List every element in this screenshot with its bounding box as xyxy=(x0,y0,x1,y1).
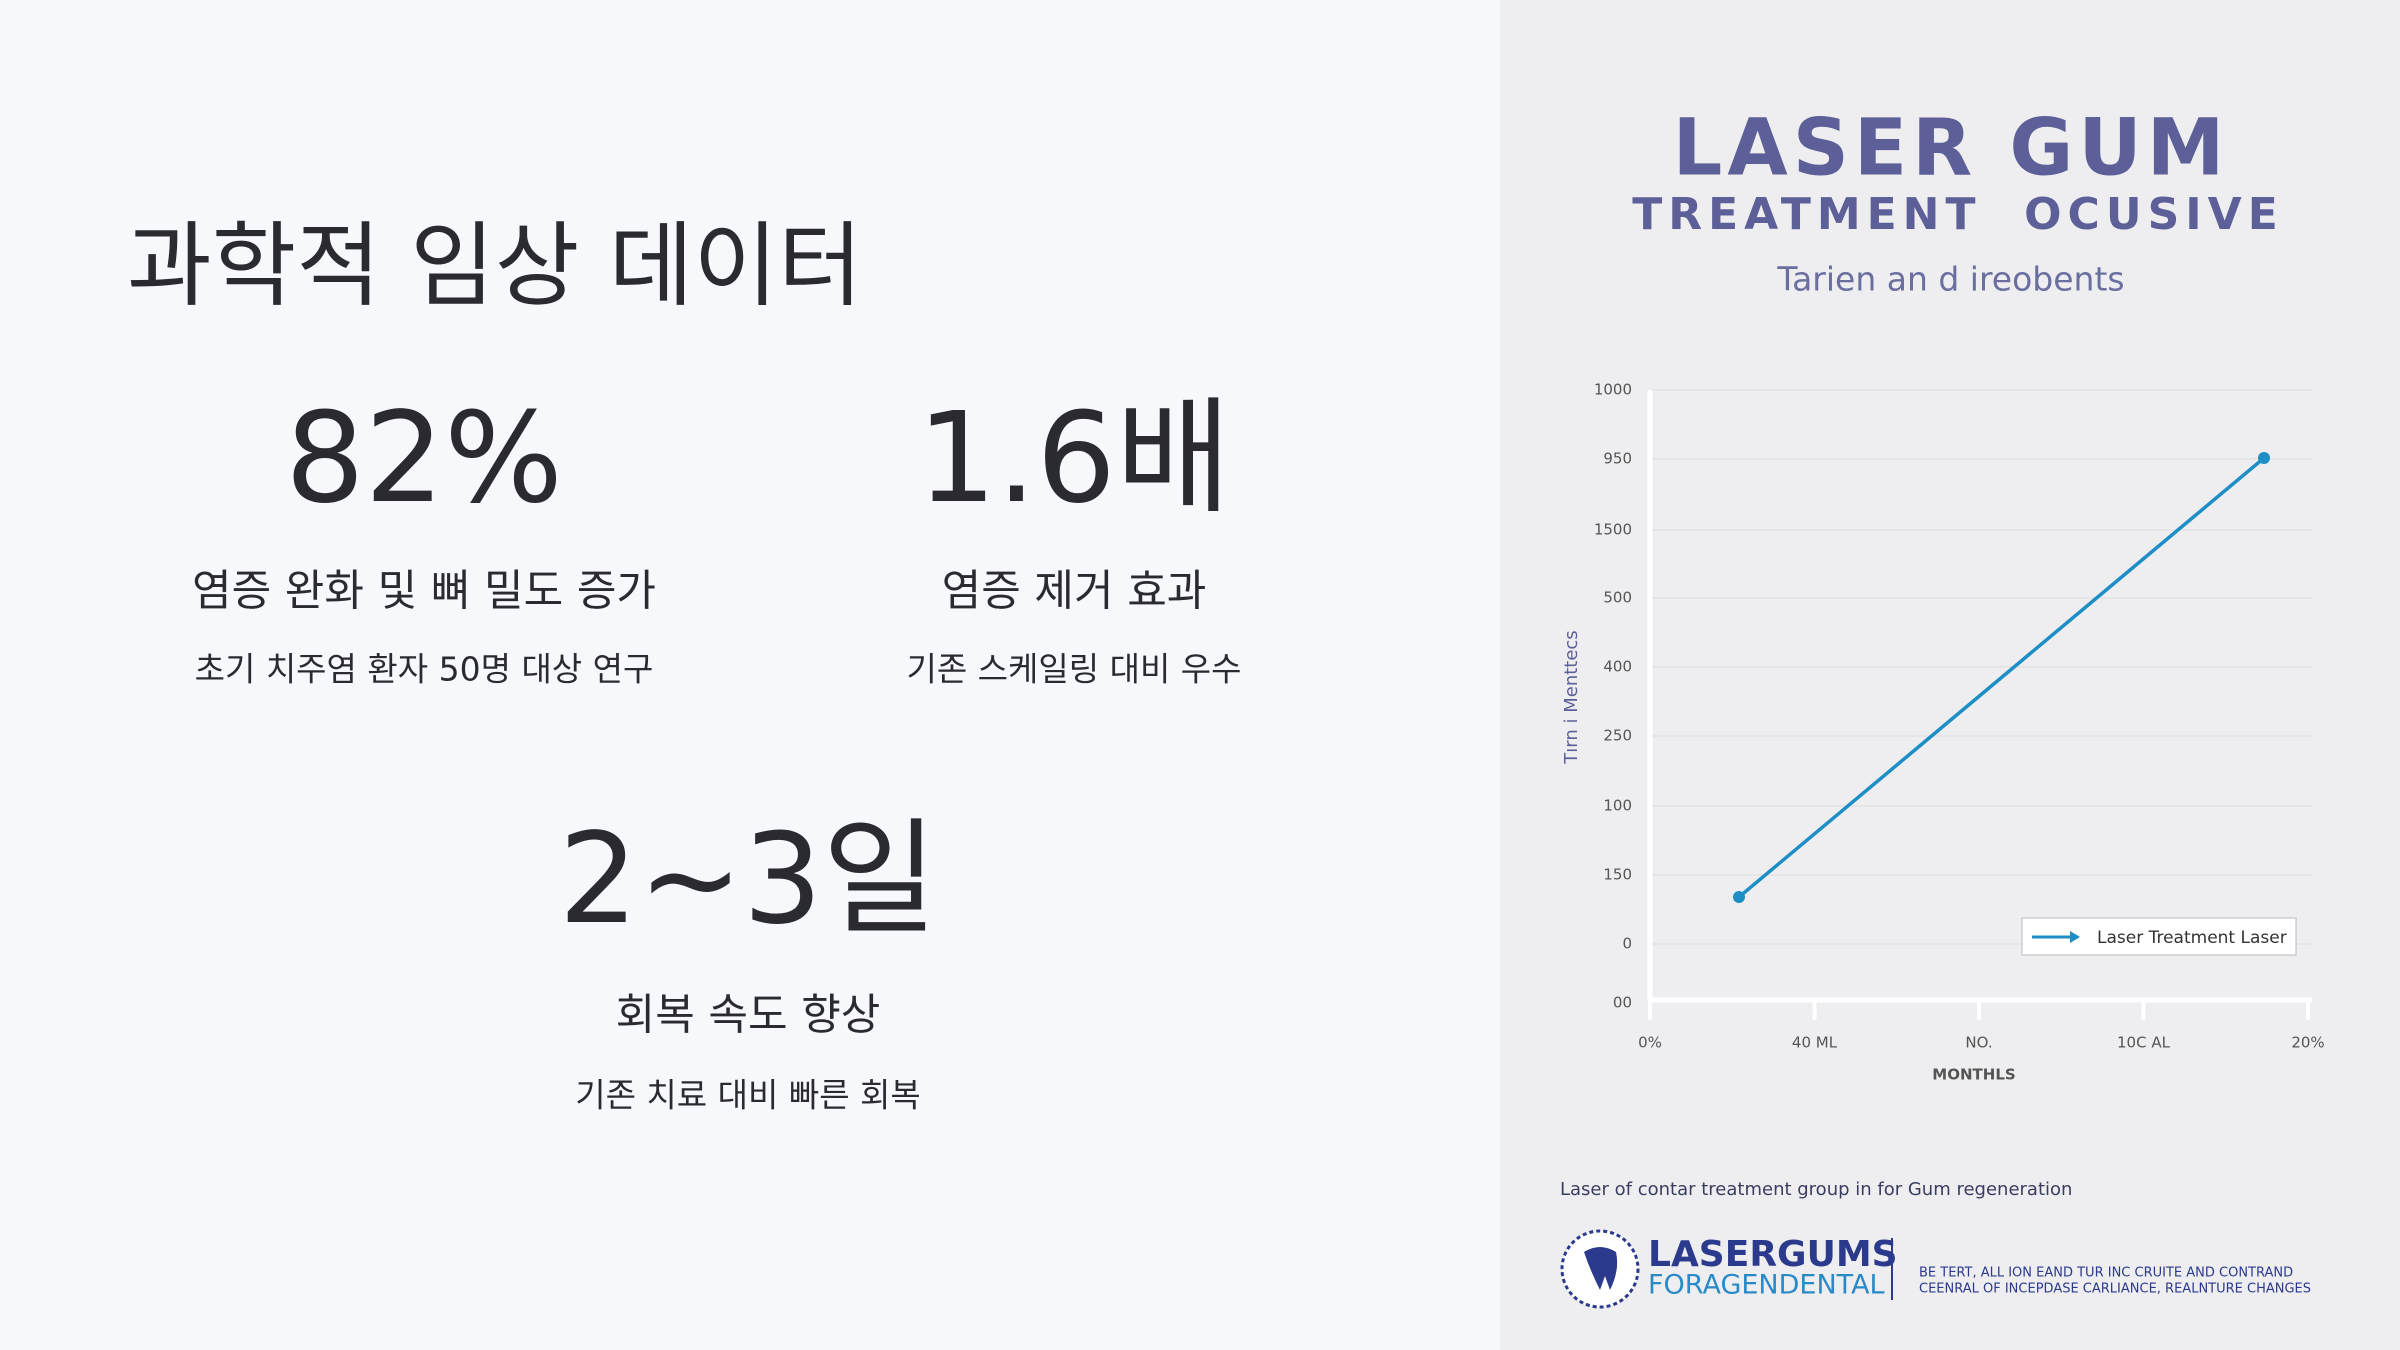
left-panel xyxy=(0,0,1500,1350)
y-tick-label: 250 xyxy=(1603,727,1632,745)
panel-subtitle: Tarien an d ireobents xyxy=(1776,260,2124,299)
y-tick-label: 00 xyxy=(1613,994,1632,1012)
stat-value: 82% xyxy=(285,386,563,531)
stat-2: 1.6배 염증 제거 효과 기존 스케일링 대비 우수 xyxy=(906,386,1241,688)
x-tick-label: 40 ML xyxy=(1792,1034,1838,1052)
stat-value: 2~3일 xyxy=(559,807,938,952)
x-tick-label: 0% xyxy=(1638,1034,1662,1052)
stat-3: 2~3일 회복 속도 향상 기존 치료 대비 빠른 회복 xyxy=(559,807,938,1114)
slide-title: 과학적 임상 데이터 xyxy=(127,212,863,319)
panel-title-line2: TREATMENT OCUSIVE xyxy=(1632,189,2284,240)
stat-note: 초기 치주염 환자 50명 대상 연구 xyxy=(195,650,654,689)
y-axis-title: Tırn i Menttecs xyxy=(1561,630,1582,764)
y-tick-label: 100 xyxy=(1603,797,1632,815)
x-tick-label: NO. xyxy=(1965,1034,1992,1052)
stat-label: 회복 속도 향상 xyxy=(616,991,881,1041)
stat-note: 기존 스케일링 대비 우수 xyxy=(906,650,1241,689)
legend-arrow xyxy=(2070,931,2080,943)
legend-label: Laser Treatment Laser xyxy=(2097,928,2287,948)
logo-tooth xyxy=(1584,1247,1618,1290)
logo-name: LASERGUMS xyxy=(1648,1234,1898,1275)
x-tick-label: 10C AL xyxy=(2117,1034,2171,1052)
line-point xyxy=(1733,891,1745,903)
stat-value: 1.6배 xyxy=(917,386,1231,531)
y-tick-label: 400 xyxy=(1603,658,1632,676)
line-point xyxy=(2258,452,2270,464)
x-tick-label: 20% xyxy=(2291,1034,2324,1052)
y-tick-label: 950 xyxy=(1603,450,1632,468)
y-tick-label: 150 xyxy=(1603,866,1632,884)
panel-title: LASER GUM xyxy=(1673,103,2230,193)
stat-label: 염증 제거 효과 xyxy=(942,567,1207,617)
y-tick-label: 1500 xyxy=(1594,521,1632,539)
y-tick-label: 1000 xyxy=(1594,381,1632,399)
footer-line: CEENRAL OF INCEPDASE CARLIANCE, REALNTUR… xyxy=(1919,1282,2311,1297)
logo-sub: FORAGENDENTAL xyxy=(1648,1270,1885,1301)
trend-line xyxy=(1737,456,2266,899)
stat-1: 82% 염증 완화 및 뼈 밀도 증가 초기 치주염 환자 50명 대상 연구 xyxy=(192,386,656,688)
stat-label: 염증 완화 및 뼈 밀도 증가 xyxy=(192,567,656,617)
x-axis-title: MONTHLS xyxy=(1932,1066,2015,1084)
stat-note: 기존 치료 대비 빠른 회복 xyxy=(575,1076,921,1115)
logo: LASERGUMS FORAGENDENTAL BE TERT, ALL ION… xyxy=(1560,1229,2311,1309)
caption: Laser of contar treatment group in for G… xyxy=(1560,1179,2072,1200)
y-tick-label: 0 xyxy=(1622,935,1632,953)
footer-line: BE TERT, ALL ION EAND TUR INC CRUITE AND… xyxy=(1919,1266,2293,1281)
y-tick-label: 500 xyxy=(1603,589,1632,607)
